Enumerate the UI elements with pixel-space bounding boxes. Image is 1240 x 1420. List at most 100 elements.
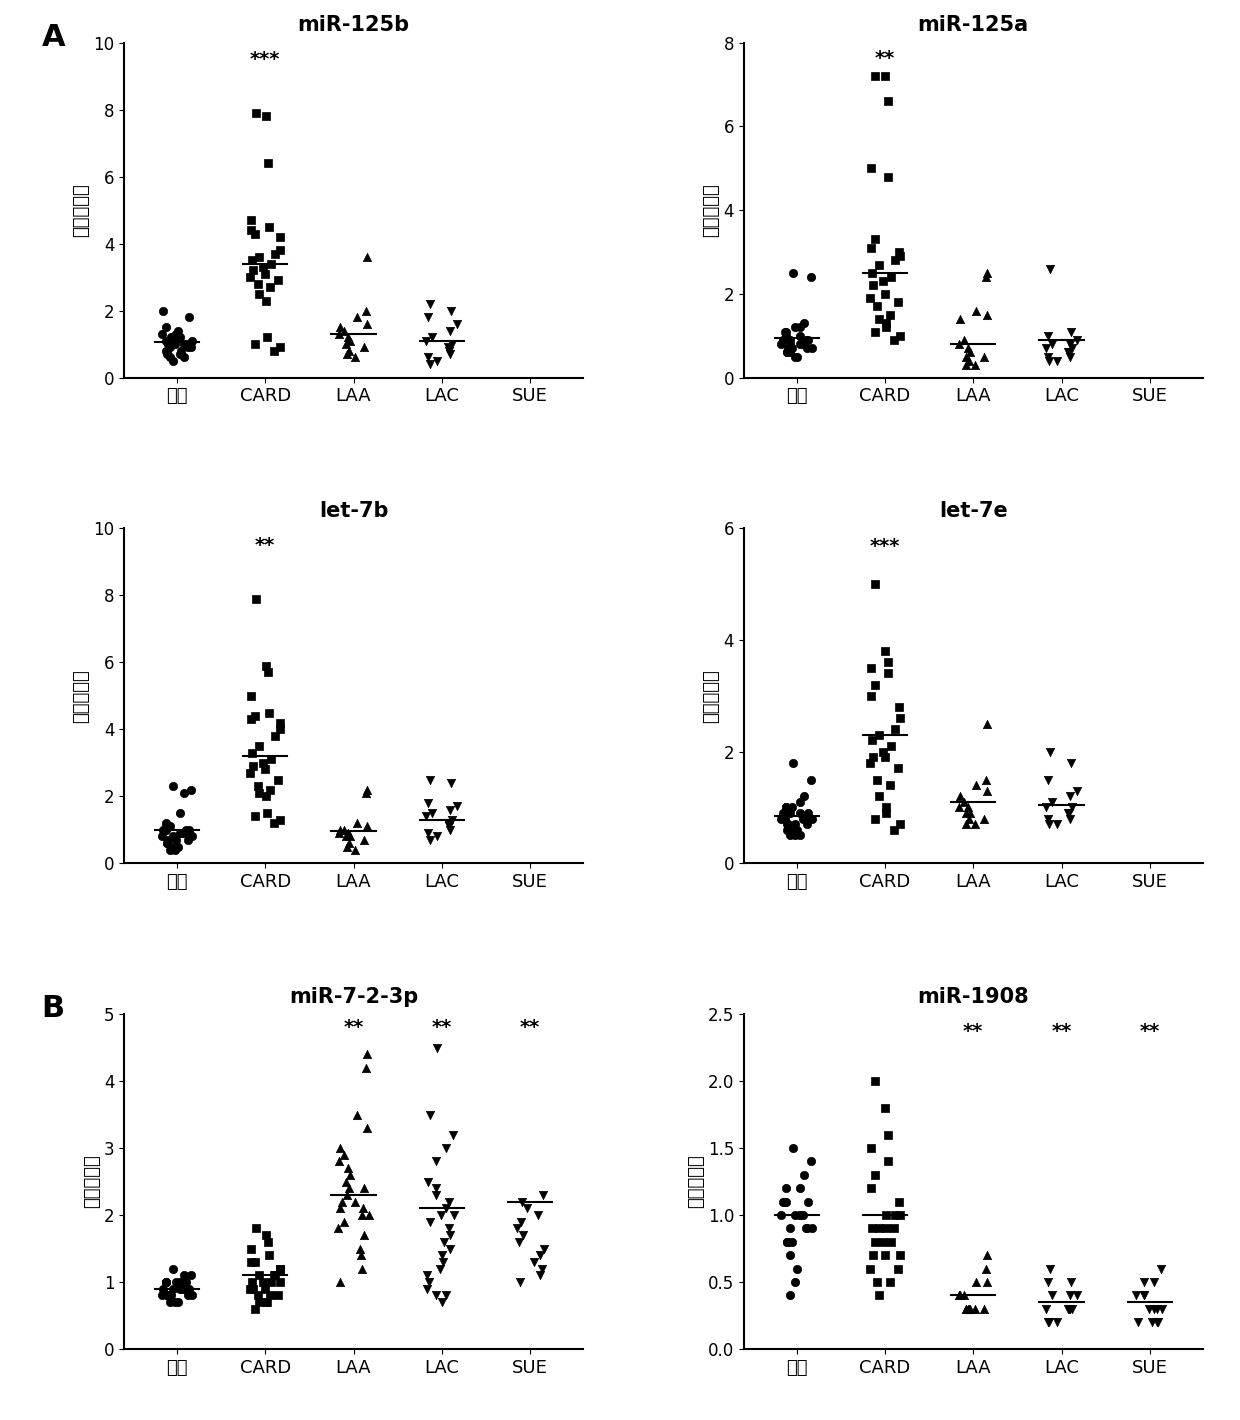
Point bbox=[171, 1278, 191, 1301]
Point bbox=[862, 728, 882, 751]
Point bbox=[1040, 257, 1060, 280]
Point bbox=[257, 1291, 277, 1314]
Point bbox=[799, 802, 818, 825]
Point bbox=[345, 839, 365, 862]
Point bbox=[1060, 807, 1080, 829]
Point bbox=[243, 258, 263, 281]
Point bbox=[444, 1204, 464, 1227]
Point bbox=[1058, 802, 1078, 825]
Point bbox=[873, 1231, 893, 1254]
Point bbox=[357, 778, 377, 801]
Point bbox=[797, 812, 817, 835]
Point bbox=[249, 781, 269, 804]
Point bbox=[160, 1291, 180, 1314]
Point bbox=[875, 283, 895, 305]
Point bbox=[773, 328, 792, 351]
Point bbox=[1038, 345, 1058, 368]
Point bbox=[179, 818, 198, 841]
Point bbox=[162, 349, 182, 372]
Point bbox=[780, 824, 800, 846]
Point bbox=[862, 1177, 882, 1200]
Point bbox=[890, 244, 910, 267]
Point bbox=[340, 825, 360, 848]
Point bbox=[528, 1204, 548, 1227]
Point bbox=[439, 339, 459, 362]
Point bbox=[161, 835, 181, 858]
Point bbox=[1038, 1271, 1058, 1294]
Point bbox=[977, 1244, 997, 1267]
Text: **: ** bbox=[432, 1018, 451, 1038]
Point bbox=[785, 812, 805, 835]
Point bbox=[775, 1190, 795, 1213]
Point bbox=[802, 1217, 822, 1240]
Point bbox=[1038, 768, 1058, 791]
Point bbox=[513, 1224, 533, 1247]
Point bbox=[241, 761, 260, 784]
Point bbox=[417, 1264, 436, 1287]
Point bbox=[790, 332, 810, 355]
Point bbox=[868, 295, 888, 318]
Point bbox=[246, 588, 265, 611]
Point bbox=[954, 1284, 973, 1306]
Point bbox=[957, 797, 977, 819]
Point bbox=[246, 1298, 265, 1321]
Point bbox=[270, 808, 290, 831]
Point bbox=[427, 1150, 446, 1173]
Point bbox=[265, 1264, 285, 1287]
Point bbox=[153, 818, 172, 841]
Point bbox=[177, 337, 197, 359]
Point bbox=[773, 802, 792, 825]
Point bbox=[796, 807, 816, 829]
Point bbox=[532, 1257, 552, 1279]
Text: **: ** bbox=[1052, 1022, 1071, 1041]
Point bbox=[875, 1244, 895, 1267]
Point bbox=[801, 768, 821, 791]
Point bbox=[875, 746, 895, 768]
Point bbox=[249, 246, 269, 268]
Point bbox=[950, 785, 970, 808]
Point bbox=[264, 339, 284, 362]
Point bbox=[260, 778, 280, 801]
Point bbox=[510, 1271, 529, 1294]
Point bbox=[966, 1271, 986, 1294]
Point bbox=[533, 1183, 553, 1206]
Point bbox=[880, 734, 900, 757]
Point bbox=[776, 320, 796, 342]
Point bbox=[949, 797, 968, 819]
Point bbox=[771, 807, 791, 829]
Point bbox=[269, 1257, 289, 1279]
Point bbox=[777, 1231, 797, 1254]
Point bbox=[794, 332, 813, 355]
Point bbox=[157, 1284, 177, 1306]
Point bbox=[176, 1271, 196, 1294]
Point bbox=[956, 354, 976, 376]
Point bbox=[1042, 1284, 1061, 1306]
Point bbox=[884, 1217, 904, 1240]
Point bbox=[890, 1244, 910, 1267]
Point bbox=[956, 1298, 976, 1321]
Point bbox=[176, 818, 196, 841]
Point bbox=[529, 1264, 549, 1287]
Point bbox=[780, 818, 800, 841]
Point bbox=[175, 1264, 195, 1287]
Point bbox=[529, 1244, 549, 1267]
Point bbox=[444, 1123, 464, 1146]
Point bbox=[340, 1163, 360, 1186]
Point bbox=[517, 1197, 537, 1220]
Point bbox=[787, 818, 807, 841]
Point bbox=[441, 332, 461, 355]
Point bbox=[873, 740, 893, 763]
Point bbox=[1068, 328, 1087, 351]
Point bbox=[336, 342, 356, 365]
Point bbox=[242, 1251, 262, 1274]
Point bbox=[439, 1190, 459, 1213]
Point bbox=[260, 275, 280, 298]
Point bbox=[347, 1103, 367, 1126]
Point bbox=[801, 266, 821, 288]
Point bbox=[269, 711, 289, 734]
Point bbox=[339, 339, 358, 362]
Point bbox=[1058, 1298, 1078, 1321]
Point bbox=[785, 1271, 805, 1294]
Point bbox=[796, 328, 816, 351]
Point bbox=[253, 1271, 273, 1294]
